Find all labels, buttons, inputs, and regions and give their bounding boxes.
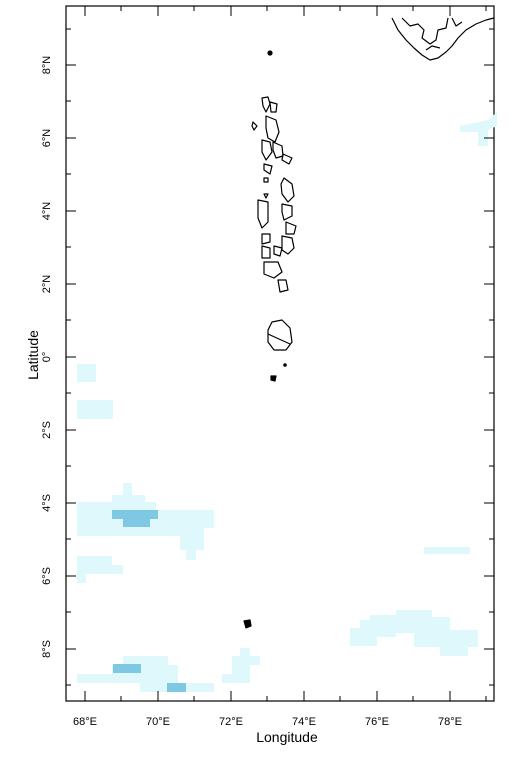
x-tick-label: 72°E [219, 716, 243, 728]
atoll [261, 139, 273, 161]
atoll [263, 261, 283, 279]
shaded-cell [167, 683, 186, 692]
chagos-island [243, 619, 252, 629]
atoll [281, 153, 293, 165]
shaded-cell [77, 364, 96, 382]
x-tick-labels: 68°E 70°E 72°E 74°E 76°E 78°E [73, 716, 462, 728]
island [267, 50, 273, 56]
shaded-cell [113, 664, 141, 673]
x-axis-title: Longitude [256, 729, 318, 745]
atoll [263, 177, 269, 183]
y-tick-label: 4°N [41, 202, 53, 221]
island [283, 363, 287, 367]
atoll [257, 199, 269, 229]
atoll [261, 245, 271, 259]
atoll [281, 203, 293, 221]
map-frame [65, 5, 495, 702]
atoll [273, 245, 283, 257]
x-tick-label: 74°E [292, 716, 316, 728]
y-tick-label: 8°N [41, 56, 53, 75]
y-tick-label: 6°N [41, 129, 53, 148]
y-tick-label: 0° [41, 352, 53, 363]
shaded-regions [77, 112, 497, 692]
atoll [269, 101, 278, 113]
atoll [251, 121, 258, 131]
atoll [263, 163, 273, 175]
atoll [285, 221, 297, 235]
island [270, 375, 277, 382]
shaded-cell [77, 556, 123, 583]
atoll [261, 233, 271, 245]
y-tick-label: 6°S [41, 567, 53, 585]
india-state-borders [401, 17, 463, 51]
y-axis-title: Latitude [25, 330, 41, 380]
coastline [243, 17, 495, 629]
x-tick-label: 68°E [73, 716, 97, 728]
y-tick-labels: 8°N 6°N 4°N 2°N 0° 2°S 4°S 6°S 8°S [41, 56, 53, 658]
shaded-cell [112, 510, 158, 527]
shaded-cell [222, 648, 260, 683]
atoll [265, 115, 280, 143]
atoll [277, 279, 289, 293]
x-tick-label: 76°E [365, 716, 389, 728]
y-tick-label: 8°S [41, 640, 53, 658]
y-tick-label: 4°S [41, 494, 53, 512]
x-tick-label: 78°E [438, 716, 462, 728]
atoll [280, 177, 295, 203]
india-coastline [391, 17, 495, 61]
shaded-cell [424, 547, 470, 554]
shaded-cell [350, 610, 478, 656]
y-tick-label: 2°N [41, 275, 53, 294]
atoll [272, 141, 284, 159]
tick-marks [66, 6, 494, 701]
y-tick-label: 2°S [41, 421, 53, 439]
atoll [263, 193, 269, 199]
atoll [261, 96, 271, 113]
atoll-divider [267, 333, 291, 345]
shaded-cell [77, 400, 113, 419]
x-tick-label: 70°E [146, 716, 170, 728]
